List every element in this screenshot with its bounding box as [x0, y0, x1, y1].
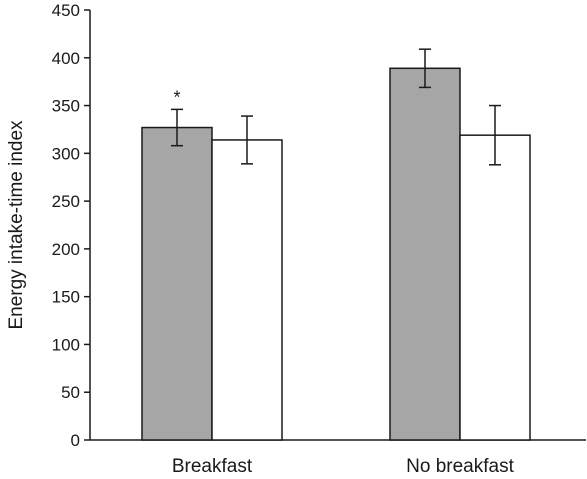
x-axis: Breakfast No breakfast: [90, 439, 586, 477]
error-bar: [419, 48, 431, 89]
bar-breakfast-series-1: [141, 126, 213, 441]
bar-no-breakfast-series-2: [459, 134, 531, 441]
y-tick-label: 400: [52, 49, 80, 68]
error-bar: [171, 108, 183, 147]
error-bars: [171, 48, 501, 166]
y-axis: 0 50 100 150 200 250 300 350 400 450: [52, 1, 91, 450]
y-tick-label: 50: [61, 383, 80, 402]
bar-breakfast-series-2: [211, 139, 283, 441]
x-category-label: No breakfast: [406, 456, 514, 477]
x-category-label: Breakfast: [172, 456, 253, 477]
y-ticks: 0 50 100 150 200 250 300 350 400 450: [52, 1, 90, 450]
y-tick-label: 450: [52, 1, 80, 20]
annotations: *: [173, 87, 180, 107]
error-bar: [489, 104, 501, 166]
y-tick-label: 350: [52, 97, 80, 116]
significance-marker: *: [173, 87, 180, 107]
y-tick-label: 250: [52, 192, 80, 211]
y-tick-label: 150: [52, 288, 80, 307]
y-tick-label: 200: [52, 240, 80, 259]
y-axis-title: Energy intake-time index: [6, 120, 27, 330]
y-tick-label: 0: [71, 431, 80, 450]
x-labels: Breakfast No breakfast: [172, 456, 515, 477]
error-bar: [241, 115, 253, 165]
y-tick-label: 300: [52, 144, 80, 163]
bar-no-breakfast-series-1: [389, 67, 461, 441]
y-tick-label: 100: [52, 335, 80, 354]
bars: [141, 67, 531, 441]
